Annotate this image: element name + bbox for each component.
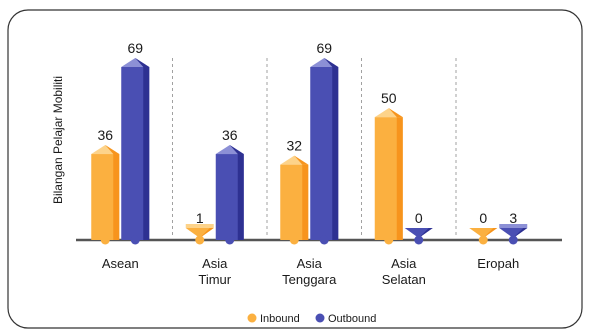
outbound-value-label: 3 bbox=[509, 210, 517, 226]
outbound-value-label: 0 bbox=[415, 210, 423, 226]
outbound-value-label: 69 bbox=[127, 40, 143, 56]
outbound-axis-marker bbox=[508, 235, 518, 245]
legend: Inbound Outbound bbox=[247, 313, 376, 325]
inbound-axis-marker bbox=[478, 235, 488, 245]
inbound-value-label: 36 bbox=[97, 127, 113, 143]
legend-label: Inbound bbox=[260, 313, 300, 325]
inbound-axis-marker bbox=[289, 235, 299, 245]
legend-item-inbound: Inbound bbox=[247, 313, 300, 325]
inbound-axis-marker bbox=[384, 235, 394, 245]
outbound-value-label: 36 bbox=[222, 127, 238, 143]
x-tick-label: Eropah bbox=[477, 256, 519, 271]
y-axis-label: Bilangan Pelajar Mobiliti bbox=[51, 76, 65, 204]
inbound-value-label: 1 bbox=[196, 210, 204, 226]
outbound-axis-marker bbox=[414, 235, 424, 245]
inbound-axis-marker bbox=[195, 235, 205, 245]
bars-group bbox=[91, 58, 528, 240]
inbound-bar-2 bbox=[280, 155, 309, 240]
inbound-value-label: 0 bbox=[479, 210, 487, 226]
inbound-value-label: 32 bbox=[286, 138, 302, 154]
outbound-axis-marker bbox=[130, 235, 140, 245]
outbound-bar-3 bbox=[404, 228, 433, 238]
outbound-axis-marker bbox=[319, 235, 329, 245]
inbound-bar-3 bbox=[374, 108, 403, 240]
x-tick-labels: Asean Asia Timur Asia Tenggara Asia Selatan Ero… bbox=[102, 256, 519, 287]
outbound-value-label: 69 bbox=[316, 40, 332, 56]
legend-label: Outbound bbox=[328, 313, 376, 325]
outbound-bar-0 bbox=[121, 58, 150, 240]
inbound-axis-marker bbox=[100, 235, 110, 245]
legend-item-outbound: Outbound bbox=[315, 313, 376, 325]
legend-swatch bbox=[315, 313, 325, 323]
inbound-value-label: 50 bbox=[381, 90, 397, 106]
inbound-bar-4 bbox=[469, 228, 498, 238]
x-tick-label: Asean bbox=[102, 256, 139, 271]
outbound-bar-2 bbox=[310, 58, 339, 240]
axis-markers bbox=[100, 235, 518, 245]
outbound-bar-4 bbox=[499, 224, 528, 238]
legend-swatch bbox=[247, 313, 257, 323]
x-tick-label: Asia Timur bbox=[198, 256, 231, 287]
value-labels: 36 69 1 36 32 69 50 0 0 3 bbox=[97, 40, 517, 226]
inbound-bar-0 bbox=[91, 145, 120, 240]
x-tick-label: Asia Selatan bbox=[382, 256, 426, 287]
inbound-bar-1 bbox=[185, 224, 214, 238]
outbound-bar-1 bbox=[215, 145, 244, 240]
outbound-axis-marker bbox=[225, 235, 235, 245]
x-tick-label: Asia Tenggara bbox=[282, 256, 337, 287]
